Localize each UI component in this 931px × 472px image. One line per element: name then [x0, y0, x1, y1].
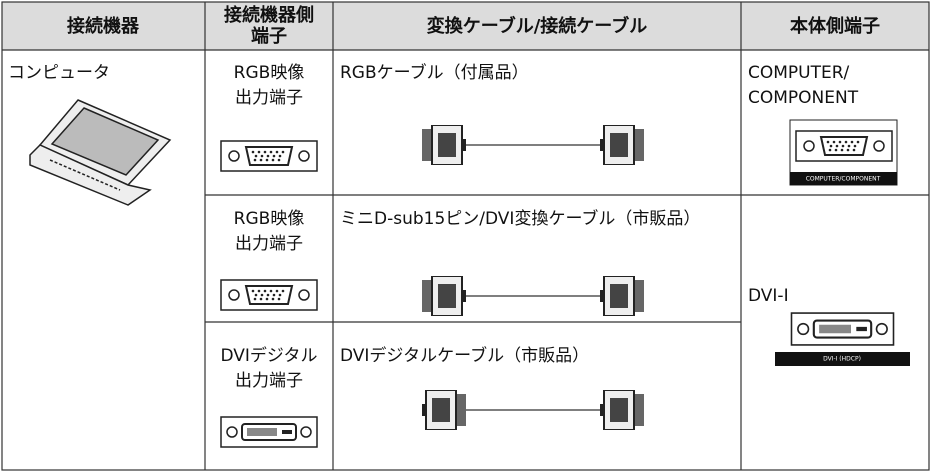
header: 接続機器側 [224, 4, 314, 26]
row-3: DVIデジタル 出力端子 DVIデジタルケーブル（市販品） [220, 345, 644, 448]
cable: ミニD-sub15ピン/DVI変換ケーブル（市販品） [340, 208, 700, 229]
label-bar [790, 172, 897, 185]
label-bar [775, 352, 910, 366]
terminal: 出力端子 [235, 234, 303, 254]
terminal: RGB映像 [234, 63, 305, 83]
terminal: RGB映像 [234, 209, 305, 229]
row-2: RGB映像 出力端子 ミニD-sub15ピン/DVI変換ケーブル（市販品） [220, 208, 700, 316]
device: コンピュータ [8, 63, 110, 83]
header: 本体側端子 [790, 15, 880, 37]
port-icon [220, 416, 318, 448]
plug [600, 125, 644, 165]
main-terminal-1: COMPUTER/ COMPONENT COMPUTER/COMPONENT [748, 63, 898, 186]
main-terminal-2: DVI-I DVI-I (HDCP) [748, 286, 910, 366]
terminal: DVIデジタル [220, 345, 317, 366]
port-icon [220, 279, 318, 311]
terminal: 出力端子 [235, 371, 303, 391]
plug [422, 390, 466, 430]
port-icon [220, 140, 318, 172]
port-label: COMPUTER/COMPONENT [806, 176, 881, 183]
plug [600, 276, 644, 316]
header: 端子 [251, 26, 287, 47]
plug [600, 390, 644, 430]
laptop-icon [29, 99, 172, 206]
terminal-name: COMPUTER/ [748, 63, 850, 83]
cable: DVIデジタルケーブル（市販品） [340, 345, 589, 366]
plug [422, 125, 466, 165]
terminal: 出力端子 [235, 88, 303, 108]
terminal-name: DVI-I [748, 286, 789, 306]
port-label: DVI-I (HDCP) [823, 356, 861, 363]
plug [422, 276, 466, 316]
row-1: RGB映像 出力端子 RGBケーブル（付属品） [220, 62, 644, 172]
port-icon [795, 130, 893, 162]
terminal-name: COMPONENT [748, 88, 859, 108]
cable: RGBケーブル（付属品） [340, 62, 529, 83]
port-icon [790, 312, 895, 346]
header-bg [2, 2, 929, 50]
header: 接続機器 [67, 15, 140, 37]
header: 変換ケーブル/接続ケーブル [427, 15, 647, 37]
